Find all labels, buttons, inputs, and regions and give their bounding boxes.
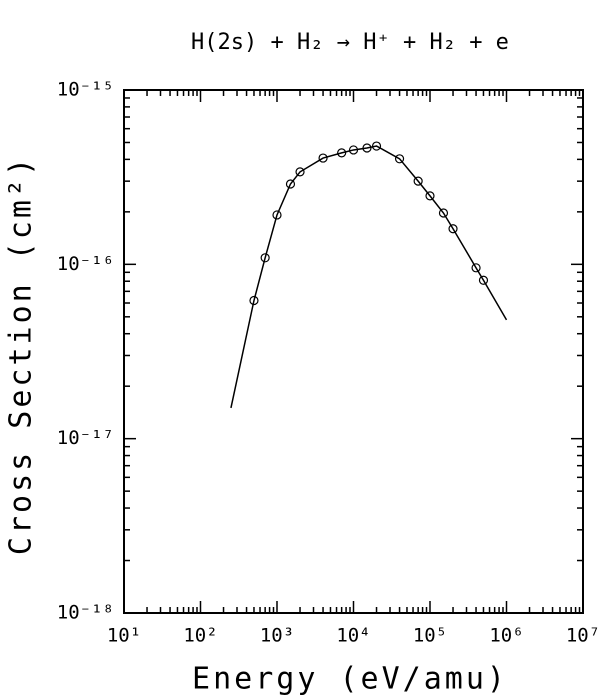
chart-title: H(2s) + H₂ → H⁺ + H₂ + e [191, 30, 509, 55]
y-tick-label: 10⁻¹⁷ [57, 427, 114, 449]
data-point [285, 179, 296, 189]
x-axis-label: Energy (eV/amu) [192, 662, 508, 696]
data-point [362, 143, 372, 153]
data-point [249, 295, 259, 306]
x-tick-label: 10⁴ [336, 625, 370, 647]
y-tick-label: 10⁻¹⁶ [57, 253, 114, 275]
data-point [413, 176, 423, 186]
x-tick-label: 10⁷ [566, 625, 598, 647]
data-point [438, 208, 449, 218]
x-tick-label: 10² [183, 625, 217, 647]
data-point [448, 224, 458, 234]
data-point [318, 153, 328, 163]
y-axis-label: Cross Section (cm²) [4, 155, 39, 555]
y-tick-label: 10⁻¹⁸ [57, 602, 114, 624]
data-point [471, 263, 481, 273]
data-point [371, 141, 382, 151]
data-point [348, 145, 359, 155]
data-point [337, 148, 347, 158]
data-point [394, 154, 405, 164]
y-tick-label: 10⁻¹⁵ [57, 79, 114, 101]
fit-line [230, 145, 508, 409]
x-tick-label: 10⁶ [489, 625, 523, 647]
data-point [478, 275, 489, 285]
data-point [295, 167, 305, 177]
data-point [425, 191, 435, 201]
data-point [272, 210, 282, 220]
x-tick-label: 10¹ [107, 625, 141, 647]
plot-frame [123, 89, 584, 614]
data-point [260, 253, 270, 263]
x-tick-label: 10⁵ [413, 625, 447, 647]
x-tick-label: 10³ [260, 625, 294, 647]
